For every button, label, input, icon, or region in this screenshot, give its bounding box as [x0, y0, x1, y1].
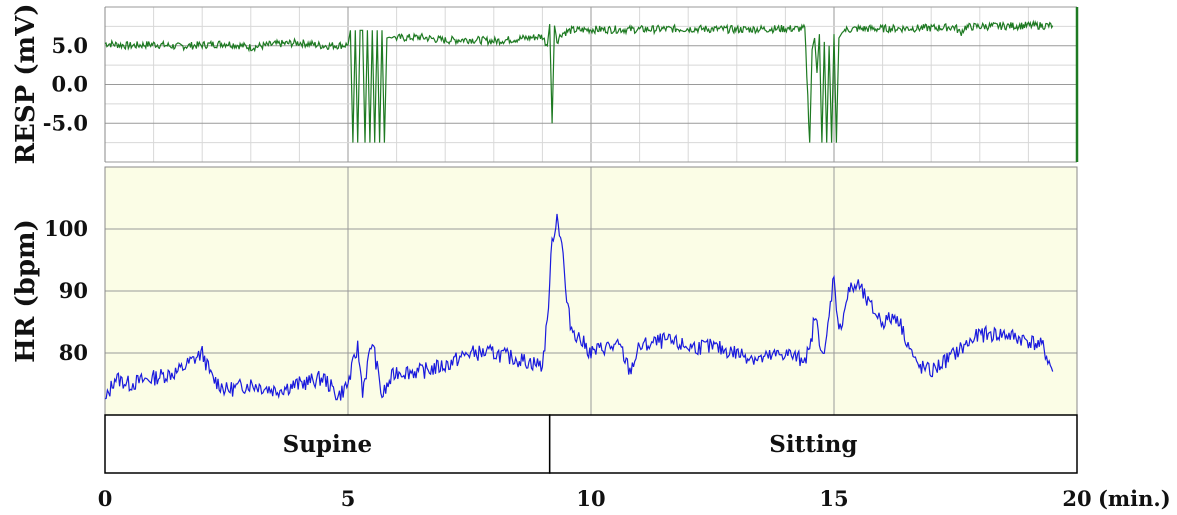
resp-grid	[104, 6, 1078, 163]
phase-box	[104, 414, 551, 474]
hr-y-tick-label: 80	[59, 340, 88, 365]
resp-y-ticks: 5.0 0.0 -5.0	[43, 33, 88, 136]
phase-label: Supine	[283, 431, 373, 458]
resp-y-tick-label: 5.0	[51, 33, 88, 58]
resp-y-axis-title: RESP (mV)	[11, 3, 41, 164]
hr-y-tick-label: 90	[59, 278, 88, 303]
x-axis-ticks: 0 5 10 15 20	[98, 486, 1092, 511]
x-tick-label: 15	[819, 486, 848, 511]
hr-grid	[104, 166, 1078, 416]
phase-label: Sitting	[769, 431, 857, 458]
x-tick-label: 20	[1062, 486, 1091, 511]
hr-y-tick-label: 100	[44, 216, 88, 241]
x-axis-unit-label: (min.)	[1098, 486, 1171, 511]
phase-bar: Supine Sitting	[104, 414, 1078, 474]
x-tick-label: 5	[341, 486, 356, 511]
resp-panel: 5.0 0.0 -5.0 RESP (mV)	[11, 3, 1079, 165]
resp-series-line	[104, 19, 1054, 143]
hr-y-axis-title: HR (bpm)	[11, 219, 41, 363]
resp-y-tick-label: -5.0	[43, 110, 88, 135]
hr-series-line	[104, 213, 1054, 401]
resp-y-tick-label: 0.0	[51, 72, 88, 97]
phase-box	[548, 414, 1078, 474]
x-tick-label: 0	[98, 486, 113, 511]
hr-y-ticks: 80 90 100	[44, 216, 88, 365]
x-tick-label: 10	[576, 486, 605, 511]
hr-panel: 80 90 100 HR (bpm)	[11, 166, 1078, 416]
